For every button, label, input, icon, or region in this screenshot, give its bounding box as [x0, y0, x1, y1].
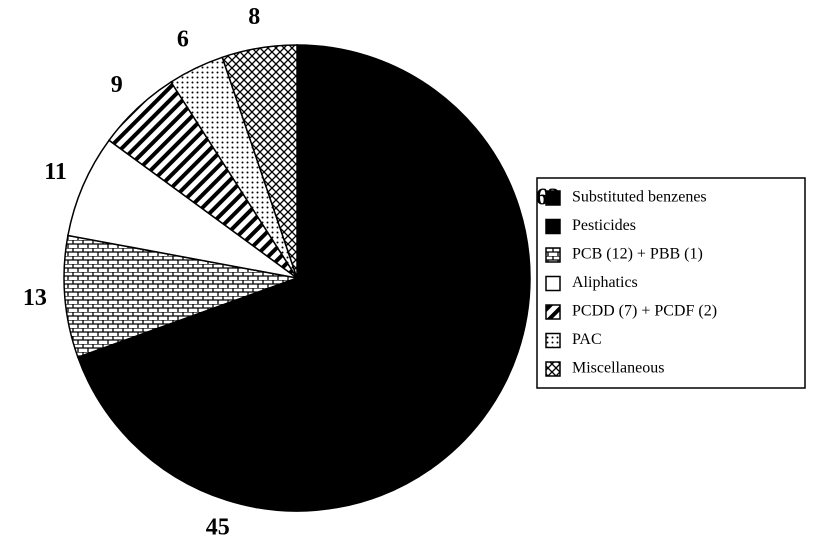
pie-slice — [67, 139, 298, 279]
legend-label: Miscellaneous — [572, 360, 664, 377]
legend-label: Aliphatics — [572, 274, 638, 291]
data-label: 8 — [248, 4, 260, 30]
legend-box — [536, 177, 806, 389]
legend-label: PAC — [572, 331, 602, 348]
legend-swatch — [545, 218, 561, 235]
data-label: 13 — [23, 285, 47, 311]
legend-swatch — [545, 304, 561, 320]
data-label: 6 — [177, 27, 189, 53]
legend-label: PCB (12) + PBB (1) — [572, 246, 703, 263]
legend-label: PCDD (7) + PCDF (2) — [572, 303, 717, 320]
data-label: 45 — [206, 514, 230, 540]
legend-swatch — [545, 361, 561, 377]
legend-swatch — [545, 190, 561, 206]
pie-slice — [76, 277, 432, 512]
legend-swatch — [545, 332, 561, 349]
legend-swatch — [545, 275, 561, 292]
pie-slice — [221, 44, 298, 279]
pie-slice — [63, 234, 300, 359]
legend-label: Substituted benzenes — [572, 189, 707, 206]
data-label: 9 — [111, 72, 123, 98]
legend-label: Pesticides — [572, 217, 636, 234]
legend-swatch — [545, 247, 561, 263]
pie-slice — [296, 44, 531, 470]
data-label: 11 — [44, 159, 67, 185]
